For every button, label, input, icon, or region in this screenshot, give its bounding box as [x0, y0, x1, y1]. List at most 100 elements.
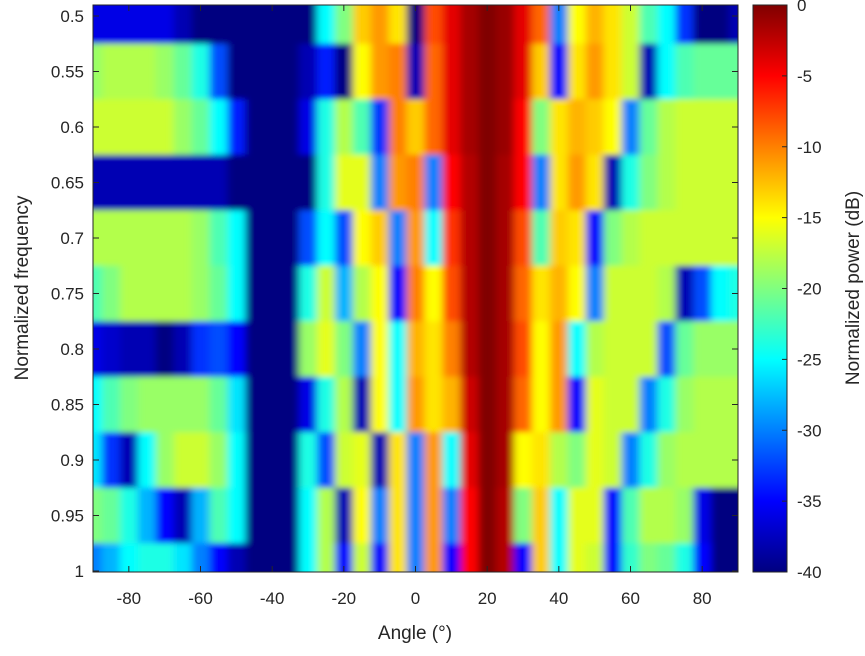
heatmap-cell [621, 321, 641, 378]
heatmap-cell [531, 5, 551, 45]
heatmap-cell [424, 154, 443, 211]
heatmap-cell [711, 432, 730, 489]
heatmap-cell [101, 543, 121, 572]
heatmap-cell [209, 321, 228, 378]
heatmap-cell [549, 321, 569, 378]
heatmap-cell [388, 321, 408, 378]
heatmap-cell [227, 265, 246, 322]
x-tick-label: 40 [549, 589, 568, 608]
y-tick-label: 0.8 [60, 340, 84, 359]
heatmap-cell [119, 154, 139, 211]
heatmap-cell [334, 99, 354, 156]
heatmap-cell [478, 210, 497, 267]
heatmap-cell [514, 210, 533, 267]
heatmap-cell [173, 5, 193, 45]
heatmap-cell [227, 543, 246, 572]
heatmap-cell [119, 432, 139, 489]
heatmap-cell [137, 5, 157, 45]
heatmap-cell [388, 543, 408, 572]
heatmap-cell [585, 43, 605, 100]
heatmap-cell [173, 487, 193, 544]
heatmap-cell [406, 5, 426, 45]
heatmap-cell [209, 432, 228, 489]
heatmap-cell [137, 321, 157, 378]
heatmap-cell [191, 154, 211, 211]
heatmap-cell [478, 321, 497, 378]
heatmap-cell [514, 5, 533, 45]
heatmap-cell [173, 432, 193, 489]
heatmap-cell [173, 43, 193, 100]
heatmap-cell [603, 43, 623, 100]
heatmap-cell [227, 154, 246, 211]
heatmap-cell [621, 376, 641, 433]
heatmap-cell [352, 487, 372, 544]
colorbar-tick-label: -20 [797, 280, 822, 299]
heatmap-cell [209, 5, 228, 45]
heatmap-cell [137, 154, 157, 211]
heatmap-cell [711, 543, 730, 572]
heatmap-cell [693, 210, 712, 267]
heatmap-cell [442, 154, 461, 211]
heatmap-cell [549, 543, 569, 572]
heatmap-cell [406, 99, 426, 156]
heatmap-cell [388, 43, 408, 100]
heatmap-cell [514, 43, 533, 100]
heatmap-cell [352, 210, 372, 267]
heatmap-cell [460, 487, 479, 544]
heatmap-cell [299, 5, 318, 45]
heatmap-cell [496, 99, 515, 156]
heatmap-cell [173, 154, 193, 211]
heatmap-cell [549, 43, 569, 100]
heatmap-cell [245, 265, 264, 322]
heatmap-cell [406, 432, 426, 489]
heatmap-cell [442, 43, 461, 100]
heatmap-cell [711, 487, 730, 544]
heatmap-cell [657, 376, 676, 433]
heatmap-cell [191, 321, 211, 378]
heatmap-cell [693, 376, 712, 433]
heatmap-cell [245, 43, 264, 100]
heatmap-cell [657, 265, 676, 322]
heatmap-cell [675, 376, 694, 433]
heatmap-cell [155, 265, 175, 322]
colorbar-label: Normalized power (dB) [843, 191, 864, 385]
heatmap-cell [334, 487, 354, 544]
heatmap-cell [585, 265, 605, 322]
heatmap-cell [334, 43, 354, 100]
heatmap-cell [352, 321, 372, 378]
heatmap-cell [531, 154, 551, 211]
x-tick-label: 60 [621, 589, 640, 608]
heatmap-cell [370, 265, 390, 322]
heatmap-cell [245, 432, 264, 489]
heatmap-cell [460, 99, 479, 156]
y-tick-label: 0.7 [60, 229, 84, 248]
heatmap-cell [478, 99, 497, 156]
heatmap-cell [460, 432, 479, 489]
heatmap-cell [424, 376, 443, 433]
y-tick-label: 0.95 [51, 507, 84, 526]
heatmap-cell [173, 321, 193, 378]
heatmap-cell [675, 321, 694, 378]
heatmap-cell [424, 5, 443, 45]
heatmap-cell [299, 321, 318, 378]
heatmap-cell [155, 210, 175, 267]
heatmap-cell [245, 543, 264, 572]
heatmap-cell [514, 99, 533, 156]
heatmap-cell [693, 265, 712, 322]
heatmap-cell [460, 210, 479, 267]
heatmap-cell [334, 265, 354, 322]
heatmap-cell [263, 5, 282, 45]
heatmap-cell [657, 154, 676, 211]
heatmap-cell [93, 5, 103, 45]
heatmap-cell [334, 376, 354, 433]
heatmap-cell [639, 432, 658, 489]
heatmap-cell [603, 210, 623, 267]
heatmap-cell [209, 543, 228, 572]
heatmap-cell [281, 432, 300, 489]
x-tick-label: -20 [332, 589, 357, 608]
colorbar [752, 4, 788, 573]
y-axis: 0.5 0.55 0.6 0.65 0.7 0.75 0.8 0.85 0.9 0.95 1 [51, 7, 738, 581]
heatmap-cell [514, 265, 533, 322]
heatmap-cell [549, 99, 569, 156]
